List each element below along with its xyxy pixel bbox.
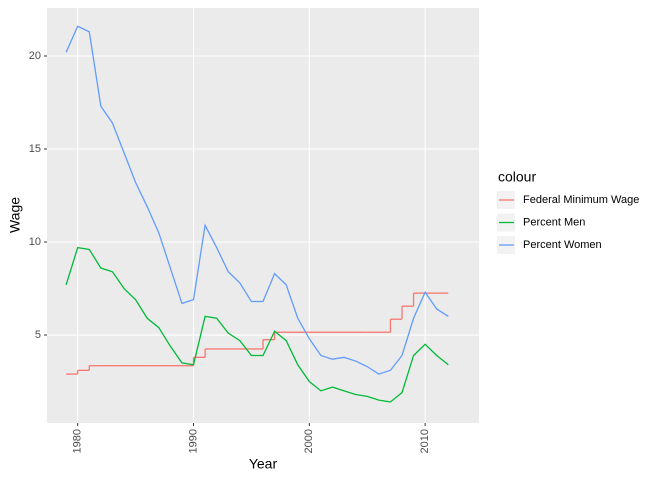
lines — [65, 25, 449, 403]
y-tick-label: 20 — [29, 50, 41, 62]
legend-label: Percent Women — [523, 239, 602, 251]
legend: Federal Minimum Wage Percent Men Percent W… — [497, 191, 639, 254]
y-axis-title: Wage — [7, 197, 23, 233]
y-tick-label: 10 — [29, 236, 41, 248]
x-tick-label: 1990 — [187, 429, 199, 453]
legend-label: Federal Minimum Wage — [523, 194, 639, 206]
grid — [47, 8, 479, 423]
series-line — [65, 246, 449, 403]
plot-panel — [47, 8, 479, 423]
legend-title: colour — [498, 169, 536, 185]
y-tick-label: 15 — [29, 143, 41, 155]
x-tick-label: 2010 — [419, 429, 431, 453]
legend-label: Percent Men — [523, 216, 585, 228]
series-line — [65, 25, 449, 375]
y-tick-label: 5 — [35, 329, 41, 341]
x-tick-label: 1980 — [72, 429, 84, 453]
x-tick-label: 2000 — [303, 429, 315, 453]
x-axis-title: Year — [249, 456, 278, 472]
